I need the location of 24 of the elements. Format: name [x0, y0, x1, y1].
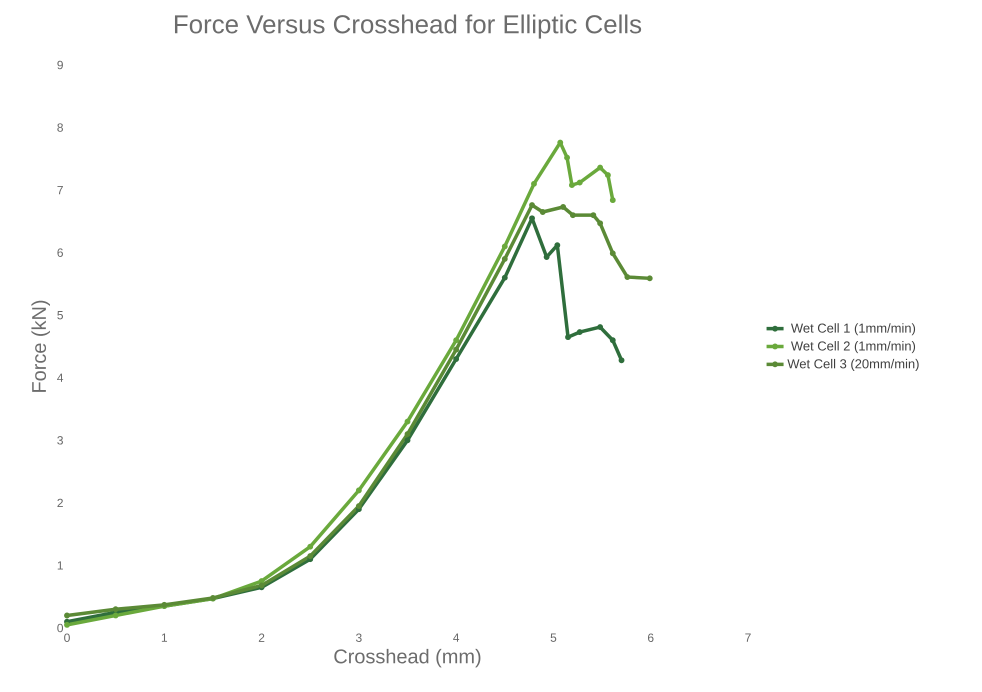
x-tick-label: 2: [258, 634, 264, 642]
chart-title: Force Versus Crosshead for Elliptic Cells: [174, 14, 642, 39]
legend-label: Wet Cell 3 (20mm/min): [787, 358, 919, 371]
legend-label: Wet Cell 1 (1mm/min): [790, 323, 916, 336]
x-tick-label: 4: [453, 634, 460, 642]
y-axis-title: Force (kN): [31, 300, 50, 392]
y-tick-label: 9: [57, 60, 63, 70]
x-tick-label: 0: [64, 634, 70, 642]
y-tick-label: 1: [58, 561, 63, 570]
x-tick-label: 1: [162, 634, 168, 642]
y-tick-label: 0: [57, 624, 64, 632]
y-tick-label: 7: [57, 186, 63, 194]
x-tick-label: 7: [745, 634, 751, 642]
x-tick-label: 3: [356, 634, 362, 642]
y-tick-label: 4: [57, 374, 64, 382]
x-tick-label: 5: [550, 634, 556, 642]
y-tick-label: 2: [57, 498, 63, 508]
y-tick-label: 8: [57, 123, 63, 132]
legend-label: Wet Cell 2 (1mm/min): [790, 341, 916, 354]
y-tick-label: 6: [57, 248, 63, 257]
x-tick-label: 6: [648, 634, 654, 642]
y-tick-label: 3: [57, 436, 63, 445]
x-axis-title: Crosshead (mm): [334, 648, 480, 668]
y-tick-label: 5: [57, 311, 63, 320]
